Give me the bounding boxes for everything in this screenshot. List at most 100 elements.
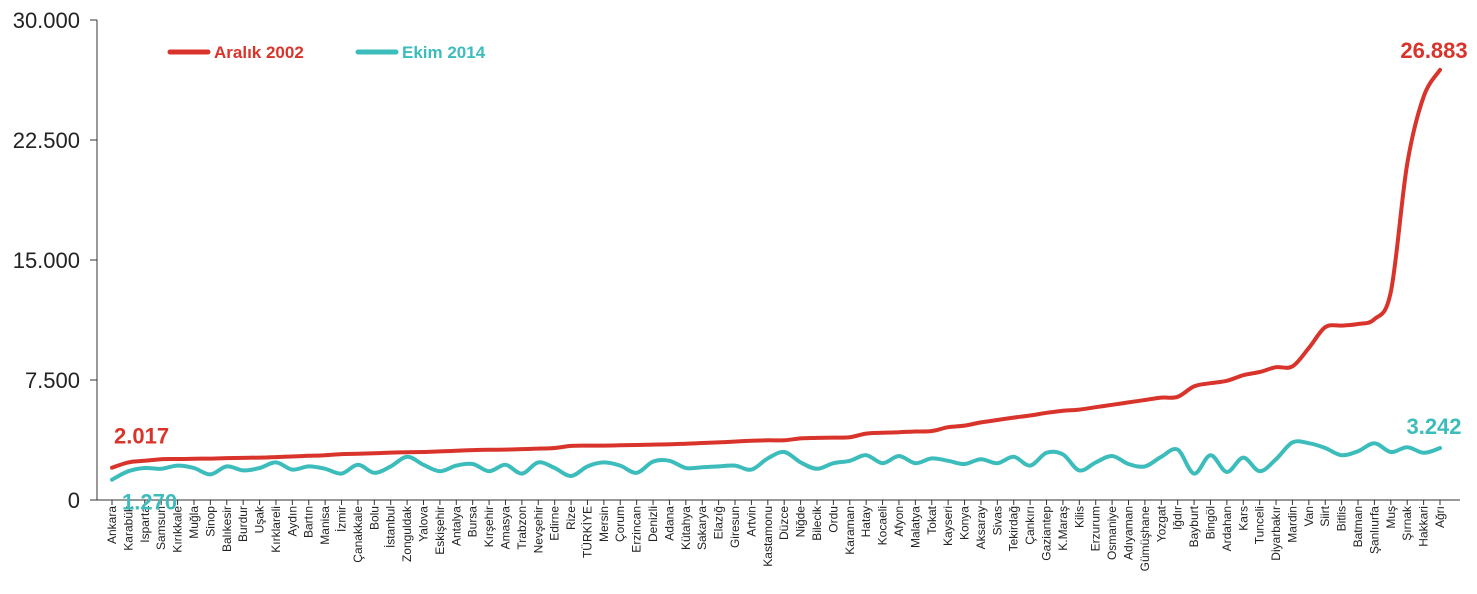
data-point-aralik-2002 [1144,399,1146,401]
data-point-ekim-2014 [734,465,736,467]
x-tick-label: Tunceli [1253,506,1267,544]
x-tick-label: Bursa [466,506,480,538]
data-point-ekim-2014 [357,464,359,466]
data-labels: 2.017 26.883 1.270 3.242 [114,38,1468,515]
data-point-ekim-2014 [1209,454,1212,456]
x-tick-label: Bilecik [810,505,824,541]
data-point-ekim-2014 [668,460,671,462]
chart-axes [96,20,1460,501]
data-point-aralik-2002 [504,449,507,451]
data-point-aralik-2002 [980,421,982,423]
data-point-aralik-2002 [455,450,457,452]
data-point-ekim-2014 [832,462,834,464]
data-point-aralik-2002 [750,440,753,442]
x-tick-label: Bartın [302,506,316,538]
x-tick-label: Trabzon [515,506,529,550]
data-point-ekim-2014 [176,465,179,467]
data-point-aralik-2002 [996,419,998,421]
data-point-ekim-2014 [685,467,687,469]
data-point-ekim-2014 [422,464,425,466]
legend-label-ekim-2014: Ekim 2014 [402,43,486,62]
x-tick-label: Osmaniye [1105,506,1119,560]
legend: Aralık 2002 Ekim 2014 [167,43,486,62]
data-point-ekim-2014 [242,469,244,471]
x-tick-label: Hatay [859,506,873,537]
data-point-ekim-2014 [1013,456,1015,458]
data-point-ekim-2014 [258,467,261,469]
data-point-ekim-2014 [160,468,162,470]
x-tick-label: Gümüşhane [1138,506,1152,572]
x-tick-label: Elazığ [712,506,726,539]
x-tick-label: Muğla [187,506,201,539]
x-tick-label: Konya [958,506,972,540]
data-point-aralik-2002 [652,444,654,446]
data-point-ekim-2014 [390,465,392,467]
x-tick-label: Niğde [794,506,808,538]
data-point-ekim-2014 [865,454,867,456]
data-point-aralik-2002 [275,456,277,458]
x-tick-label: Hakkari [1417,506,1431,547]
data-point-ekim-2014 [652,461,654,463]
data-point-ekim-2014 [1226,471,1228,473]
data-point-aralik-2002 [291,455,293,458]
data-point-ekim-2014 [1078,469,1080,471]
data-point-aralik-2002 [209,457,211,460]
x-tick-label: Artvin [744,506,758,537]
x-tick-label: Burdur [236,506,250,542]
x-tick-label: Çanakkale [351,506,365,563]
data-point-aralik-2002 [619,444,621,446]
data-point-aralik-2002 [1373,318,1376,320]
data-point-ekim-2014 [1423,452,1425,454]
data-point-ekim-2014 [1144,465,1146,467]
data-point-aralik-2002 [1111,404,1113,406]
x-tick-label: Muş [1384,506,1398,529]
data-point-ekim-2014 [226,465,228,467]
x-tick-label: Giresun [728,506,742,548]
data-point-ekim-2014 [127,470,129,472]
x-tick-label: K.Maraş [1056,506,1070,551]
data-point-aralik-2002 [849,436,851,438]
x-tick-label: Aydın [285,506,299,536]
data-point-aralik-2002 [373,452,375,454]
x-tick-label: Eskişehir [433,506,447,555]
data-point-aralik-2002 [1127,401,1130,403]
data-point-aralik-2002 [193,458,195,460]
data-point-aralik-2002 [865,433,867,435]
x-tick-label: Mersin [597,506,611,542]
x-tick-label: Kocaeli [876,506,890,545]
x-tick-label: Sakarya [695,506,709,550]
data-point-ekim-2014 [406,456,408,458]
legend-label-aralik-2002: Aralık 2002 [214,43,304,62]
data-point-aralik-2002 [472,449,474,451]
data-point-aralik-2002 [1423,96,1425,98]
x-tick-label: Malatya [908,506,922,548]
x-tick-label: Şırnak [1400,505,1414,541]
x-tick-label: Adıyaman [1121,506,1135,560]
data-point-ekim-2014 [1095,461,1097,463]
x-tick-label: Siirt [1318,505,1332,526]
data-point-aralik-2002 [1324,326,1326,328]
data-point-ekim-2014 [816,468,818,470]
data-point-aralik-2002 [767,439,769,441]
data-point-aralik-2002 [1160,397,1162,399]
data-point-aralik-2002 [931,430,933,432]
data-point-aralik-2002 [1341,325,1343,327]
data-point-ekim-2014 [1291,441,1294,443]
data-point-aralik-2002 [176,458,179,460]
x-tick-label: Kırşehir [482,506,496,547]
x-tick-label: Denizli [646,506,660,542]
data-point-ekim-2014 [1373,442,1376,444]
data-point-ekim-2014 [1275,458,1277,460]
data-point-aralik-2002 [898,431,900,433]
x-tick-label: Samsun [154,506,168,550]
data-point-aralik-2002 [603,445,605,447]
data-point-ekim-2014 [554,467,556,469]
data-point-ekim-2014 [1259,470,1261,472]
data-point-ekim-2014 [1406,446,1408,448]
x-tick-label: Çorum [613,506,627,542]
x-tick-label: Tokat [925,505,939,534]
data-point-ekim-2014 [799,461,802,463]
x-tick-label: Kilis [1072,506,1086,528]
x-tick-label: Diyarbakır [1269,506,1283,561]
data-point-aralik-2002 [308,455,310,457]
